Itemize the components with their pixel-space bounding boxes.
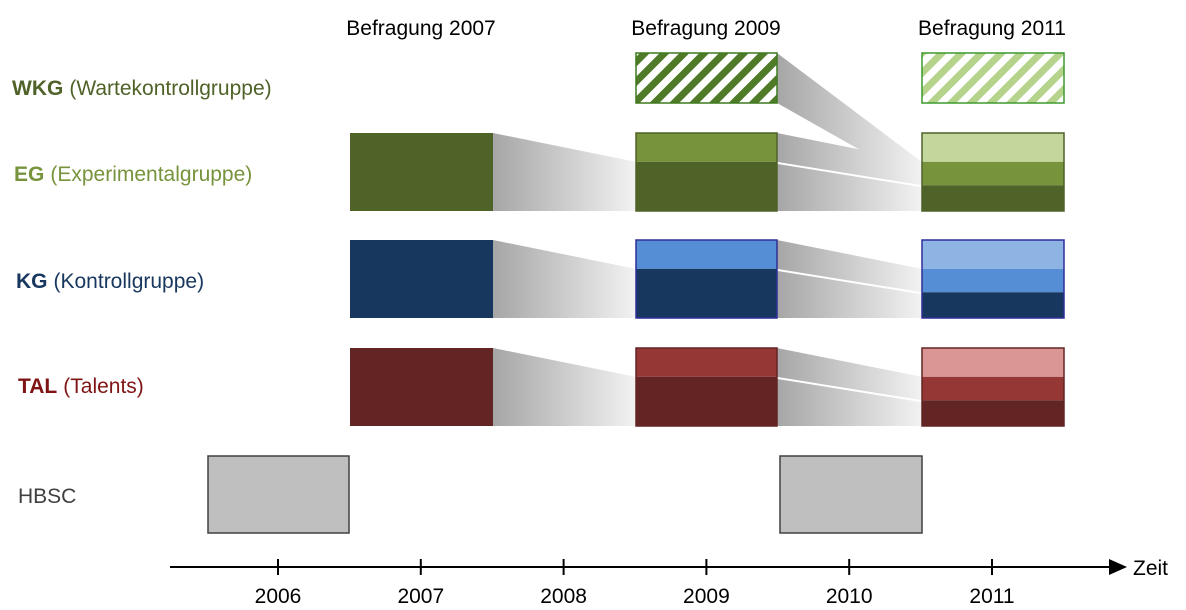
group-name: (Experimentalgruppe)	[50, 163, 252, 186]
group-name: (Wartekontrollgruppe)	[69, 77, 271, 100]
year-label: 2008	[540, 585, 587, 608]
connector	[777, 240, 922, 293]
group-name: (Talents)	[63, 375, 144, 398]
box	[922, 376, 1064, 401]
group-abbr: EG	[14, 163, 44, 186]
survey-label: Befragung 2007	[346, 17, 495, 40]
box	[921, 52, 1065, 104]
box	[921, 239, 1065, 319]
connector	[493, 133, 636, 211]
connector	[493, 348, 636, 426]
box	[922, 185, 1064, 211]
box	[922, 268, 1064, 293]
connector	[493, 240, 636, 318]
hbsc-label: HBSC	[18, 485, 76, 508]
year-label: 2011	[969, 585, 1014, 608]
box	[636, 240, 777, 269]
group-label: EG (Experimentalgruppe)	[14, 163, 252, 186]
box	[922, 133, 1064, 162]
connector	[777, 163, 922, 211]
connector	[777, 378, 922, 426]
year-label: 2007	[397, 585, 444, 608]
box	[635, 239, 778, 319]
year-label: 2010	[826, 585, 873, 608]
connector	[777, 133, 922, 186]
box	[350, 348, 493, 426]
box	[921, 347, 1065, 427]
box	[779, 455, 923, 534]
box	[922, 348, 1064, 377]
group-label: KG (Kontrollgruppe)	[16, 270, 204, 293]
survey-label: Befragung 2011	[918, 17, 1066, 40]
box	[635, 347, 778, 427]
survey-label: Befragung 2009	[631, 17, 780, 40]
box	[636, 161, 777, 211]
box	[207, 455, 350, 534]
connector	[777, 53, 922, 185]
box	[922, 292, 1064, 318]
box	[635, 52, 778, 104]
group-label: WKG (Wartekontrollgruppe)	[12, 77, 272, 100]
year-label: 2006	[255, 585, 302, 608]
group-abbr: KG	[16, 270, 48, 293]
connector	[777, 348, 922, 401]
axis-label: Zeit	[1133, 557, 1168, 580]
box	[921, 132, 1065, 212]
year-label: 2009	[683, 585, 730, 608]
group-abbr: TAL	[18, 375, 57, 398]
box	[636, 348, 777, 377]
box	[636, 133, 777, 162]
box	[636, 376, 777, 426]
box	[922, 161, 1064, 186]
group-label: TAL (Talents)	[18, 375, 144, 398]
group-name: (Kontrollgruppe)	[54, 270, 205, 293]
box	[922, 400, 1064, 426]
box	[350, 133, 493, 211]
box	[636, 268, 777, 318]
box	[350, 240, 493, 318]
connector	[777, 270, 922, 318]
box	[635, 132, 778, 212]
group-abbr: WKG	[12, 77, 63, 100]
box	[922, 240, 1064, 269]
